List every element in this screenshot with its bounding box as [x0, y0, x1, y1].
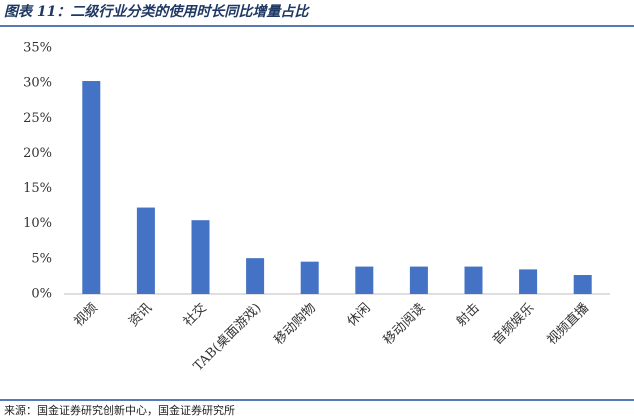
x-tick-label: 移动购物	[271, 300, 319, 348]
x-tick-label: 音频娱乐	[489, 300, 537, 348]
bar	[409, 266, 428, 294]
y-tick-label: 15%	[23, 181, 52, 196]
bar	[300, 261, 319, 294]
bar	[136, 207, 155, 294]
bar	[82, 81, 101, 294]
y-tick-label: 25%	[23, 111, 52, 126]
y-tick-label: 0%	[31, 287, 52, 302]
y-tick-label: 20%	[23, 146, 52, 161]
x-tick-label: 视频直播	[545, 301, 592, 348]
chart-title: 图表 11：二级行业分类的使用时长同比增量占比	[4, 3, 310, 20]
bar	[355, 266, 374, 294]
bar	[519, 269, 538, 294]
y-tick-label: 30%	[23, 76, 52, 91]
x-tick-label: 休闲	[345, 301, 374, 330]
y-tick-label: 35%	[23, 41, 52, 56]
x-tick-label: 射击	[453, 300, 483, 330]
x-tick-label: 视频	[72, 301, 101, 330]
x-tick-label: 移动阅读	[381, 301, 428, 348]
x-tick-label: 资讯	[126, 301, 155, 330]
y-tick-label: 5%	[31, 251, 52, 266]
bar	[464, 266, 483, 294]
x-tick-label: 社交	[180, 300, 210, 330]
bar	[246, 258, 265, 294]
bar	[191, 220, 210, 294]
y-tick-label: 10%	[23, 216, 52, 231]
source-note: 来源：国金证券研究创新中心，国金证券研究所	[4, 403, 235, 417]
bar	[573, 275, 592, 294]
